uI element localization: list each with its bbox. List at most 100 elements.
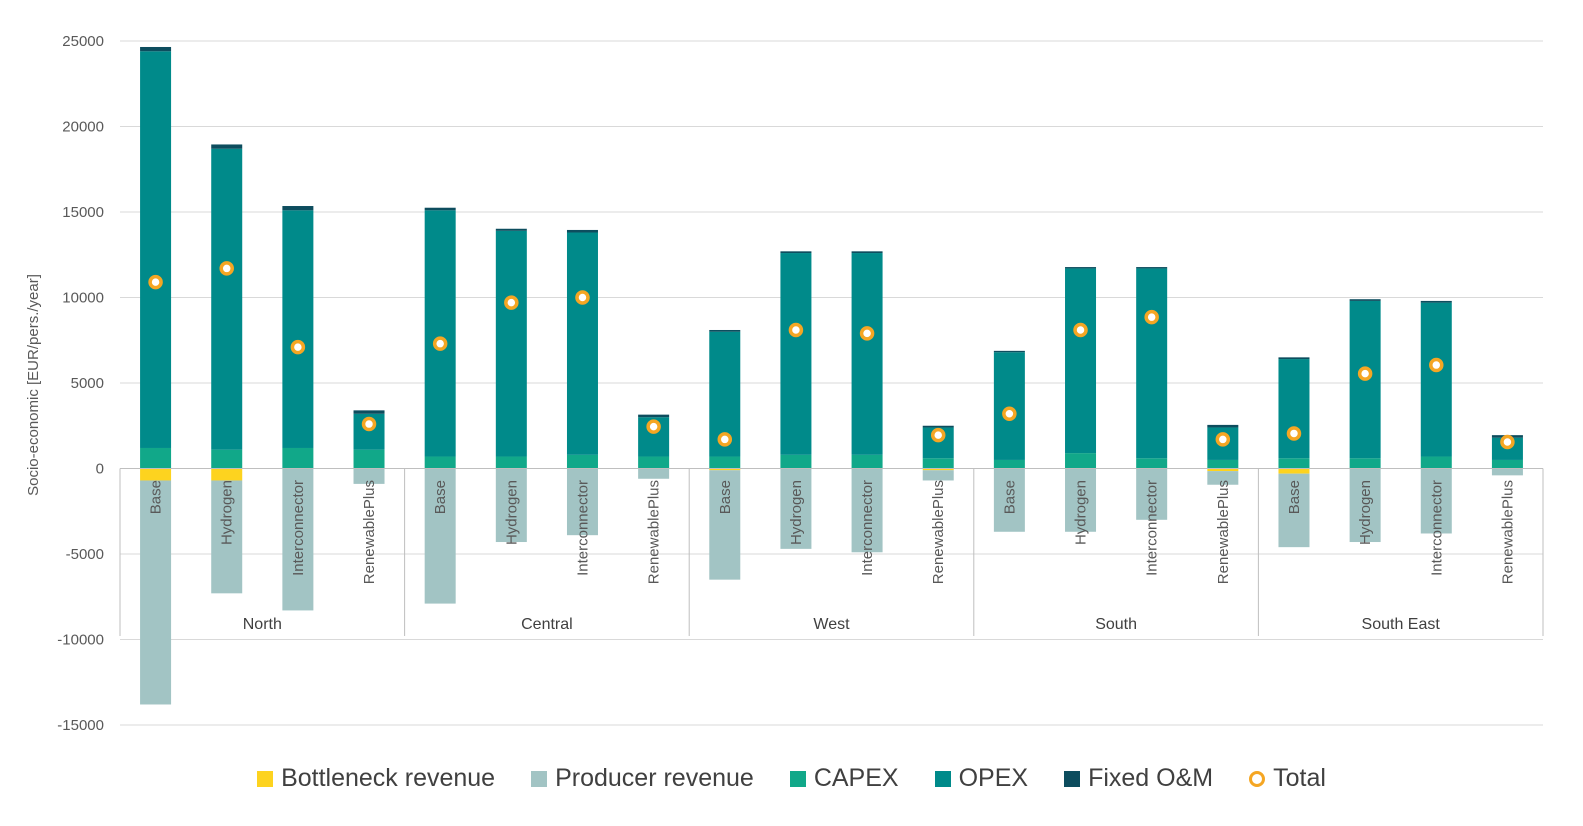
legend-label: Fixed O&M <box>1088 764 1214 792</box>
bar-segment-capex <box>780 454 812 469</box>
bar-segment-opex <box>211 148 243 450</box>
y-tick-label: -15000 <box>57 717 104 734</box>
bar-segment-fixed-o-m <box>1207 424 1239 428</box>
bar-segment-producer-revenue <box>1278 473 1310 548</box>
bar-segment-capex <box>709 456 741 469</box>
region-label: North <box>243 616 282 633</box>
bar-segment-capex <box>922 458 954 469</box>
total-marker <box>148 274 163 290</box>
bar-segment-opex <box>1136 268 1168 459</box>
y-tick-labels: 25000 20000 15000 10000 5000 0 -5000 -10000 -150… <box>57 33 104 734</box>
legend-marker <box>1249 770 1266 787</box>
bar-segment-producer-revenue <box>1420 468 1452 534</box>
bar-segment-capex <box>1420 456 1452 469</box>
legend-label: CAPEX <box>813 764 899 792</box>
total-marker <box>290 339 306 355</box>
y-tick-label: -10000 <box>57 632 104 649</box>
stacked-bar-chart: 25000 20000 15000 10000 5000 0 -5000 -10000 -150… <box>25 33 1544 734</box>
total-marker <box>1073 322 1088 338</box>
bar-segment-capex <box>638 456 670 469</box>
bar-segment-fixed-o-m <box>1349 299 1381 301</box>
bar-segment-bottleneck-revenue <box>1207 468 1239 472</box>
bar-segment-opex <box>851 253 883 455</box>
region-label: South <box>1095 616 1137 633</box>
legend-label: Total <box>1273 764 1326 792</box>
category-label: RenewablePlus <box>930 480 947 584</box>
bar-segment-bottleneck-revenue <box>211 468 243 481</box>
zero-axis <box>119 468 1544 636</box>
bar-segment-producer-revenue <box>211 480 243 594</box>
bar-segment-fixed-o-m <box>211 144 243 149</box>
bar-segment-producer-revenue <box>638 468 670 479</box>
category-label: Base <box>148 480 165 514</box>
total-marker <box>1429 357 1444 373</box>
bar-segment-fixed-o-m <box>993 350 1025 353</box>
bar-segment-capex <box>353 449 385 469</box>
bar-segment-fixed-o-m <box>709 329 741 332</box>
total-marker <box>646 419 661 434</box>
bar-segment-fixed-o-m <box>638 414 670 418</box>
bar-segment-opex <box>780 253 812 455</box>
bar-segment-producer-revenue <box>780 468 812 549</box>
total-marker <box>575 290 590 305</box>
bar-segment-producer-revenue <box>993 468 1025 532</box>
bar-segment-opex <box>993 352 1025 460</box>
bar-segment-bottleneck-revenue <box>709 468 741 471</box>
category-label: Interconnector <box>1144 480 1161 576</box>
bar-segment-capex <box>1207 459 1239 469</box>
bar-segment-capex <box>282 447 314 469</box>
category-label: Base <box>1286 480 1303 514</box>
bar-segment-producer-revenue <box>851 468 883 553</box>
bar-segment-opex <box>495 230 527 457</box>
bar-segment-bottleneck-revenue <box>140 468 172 481</box>
bar-segment-opex <box>1278 359 1310 459</box>
bar-segment-capex <box>993 459 1025 469</box>
y-tick-label: 20000 <box>62 119 104 136</box>
category-label: Hydrogen <box>788 480 805 545</box>
bar-segment-capex <box>495 456 527 469</box>
region-label: Central <box>521 616 573 633</box>
bar-segment-producer-revenue <box>566 468 598 536</box>
bar-segment-fixed-o-m <box>140 46 172 52</box>
category-label: Hydrogen <box>503 480 520 545</box>
bar-segment-capex <box>424 456 456 469</box>
bar-segment-capex <box>1278 458 1310 469</box>
legend-item: Bottleneck revenue <box>257 764 495 793</box>
category-label: Interconnector <box>574 480 591 576</box>
region-label: South East <box>1362 616 1441 633</box>
bar-segment-fixed-o-m <box>1136 267 1168 269</box>
total-marker <box>1215 432 1231 447</box>
bar-segment-opex <box>1420 302 1452 457</box>
bar-segment-producer-revenue <box>353 468 385 484</box>
legend-swatch <box>934 770 951 787</box>
y-tick-label: -5000 <box>66 546 104 563</box>
bar-segment-fixed-o-m <box>1278 357 1310 360</box>
bar-segment-producer-revenue <box>1136 468 1168 520</box>
category-label: Interconnector <box>290 480 307 576</box>
legend-item: Fixed O&M <box>1064 764 1213 793</box>
category-label: RenewablePlus <box>1499 480 1516 584</box>
bar-segment-opex <box>1065 268 1097 454</box>
legend-label: Bottleneck revenue <box>281 764 496 792</box>
bar-segment-producer-revenue <box>140 480 172 705</box>
bar-segment-producer-revenue <box>709 470 741 580</box>
total-marker <box>717 432 733 447</box>
total-marker <box>504 295 519 310</box>
region-labels: North Central West South South East <box>243 616 1441 633</box>
bar-segment-capex <box>140 447 172 469</box>
category-label: Base <box>717 480 734 514</box>
total-marker <box>788 322 804 338</box>
legend-swatch <box>257 770 274 787</box>
bar-segment-producer-revenue <box>922 470 954 481</box>
bar-segment-fixed-o-m <box>1065 267 1097 269</box>
bar-segment-fixed-o-m <box>566 229 598 233</box>
bar-segment-capex <box>211 449 243 469</box>
bar-segment-fixed-o-m <box>495 228 527 231</box>
total-marker <box>219 261 234 276</box>
legend-swatch <box>1064 770 1081 787</box>
bar-segment-producer-revenue <box>495 468 527 543</box>
total-marker <box>1002 406 1017 422</box>
legend-item: CAPEX <box>789 764 899 793</box>
category-label: RenewablePlus <box>1215 480 1232 584</box>
bar-segment-opex <box>140 51 172 448</box>
